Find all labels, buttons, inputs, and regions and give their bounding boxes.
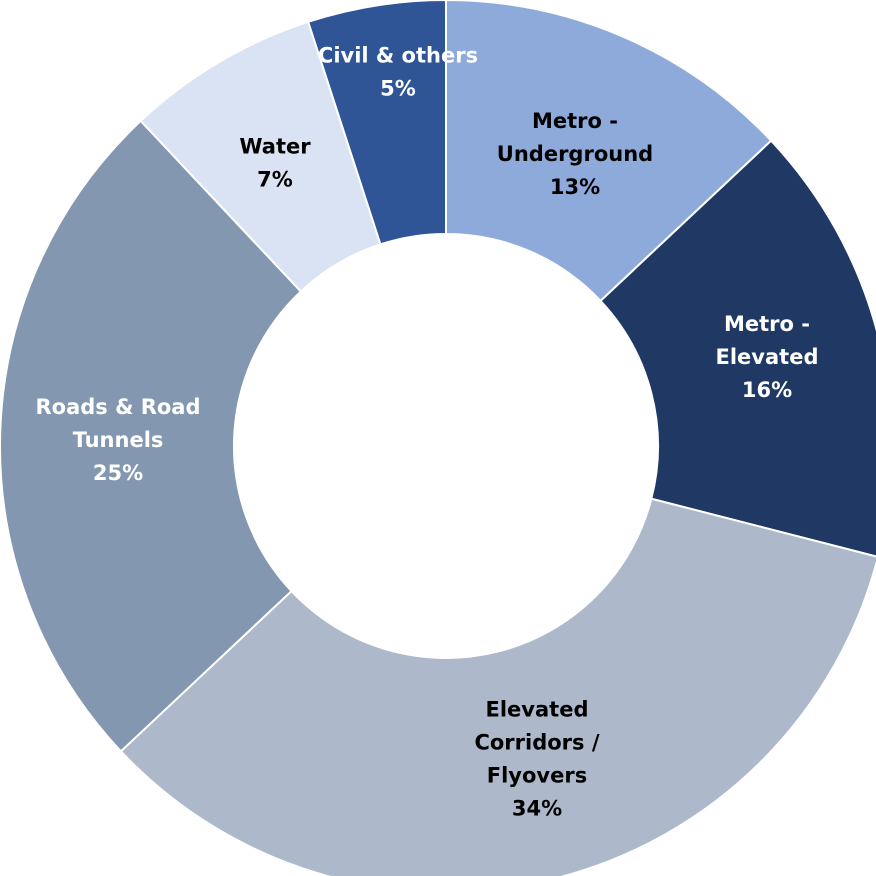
slice-category-text: Civil & others [318,44,478,68]
slice-percent: 5% [380,77,416,101]
slice-label-metro-underground: Metro - Underground 13% [497,109,653,199]
slice-category-text: Corridors / [474,731,599,755]
slice-metro-elevated [599,139,876,558]
slice-category-text: Tunnels [73,428,164,452]
slice-category-text: Flyovers [487,764,587,788]
slice-category-text: Metro - [532,109,618,133]
slice-category-text: Elevated [716,345,819,369]
slice-percent: 13% [550,175,600,199]
slice-percent: 7% [257,168,293,192]
slice-category-text: Water [239,135,311,159]
slice-category-text: Underground [497,142,653,166]
slice-category-text: Elevated [486,698,589,722]
slice-percent: 34% [512,797,562,821]
slice-percent: 16% [742,378,792,402]
slice-civil-others [306,0,447,246]
slice-category-text: Metro - [724,312,810,336]
slice-category-text: Roads & Road [35,395,200,419]
slice-label-civil-others: Civil & others 5% [318,44,478,101]
slice-elevated-corridors-flyovers [119,497,876,876]
slice-roads-road-tunnels [0,119,303,753]
slice-percent: 25% [93,461,143,485]
slice-metro-underground [445,0,773,303]
chart-labels: Metro - Underground 13% Metro - Elevated 16% E… [35,44,818,821]
slice-label-water: Water 7% [239,135,311,192]
slice-label-roads-road-tunnels: Roads & Road Tunnels 25% [35,395,200,485]
slice-label-elevated-corridors-flyovers: Elevated Corridors / Flyovers 34% [474,698,599,821]
slice-label-metro-elevated: Metro - Elevated 16% [716,312,819,402]
